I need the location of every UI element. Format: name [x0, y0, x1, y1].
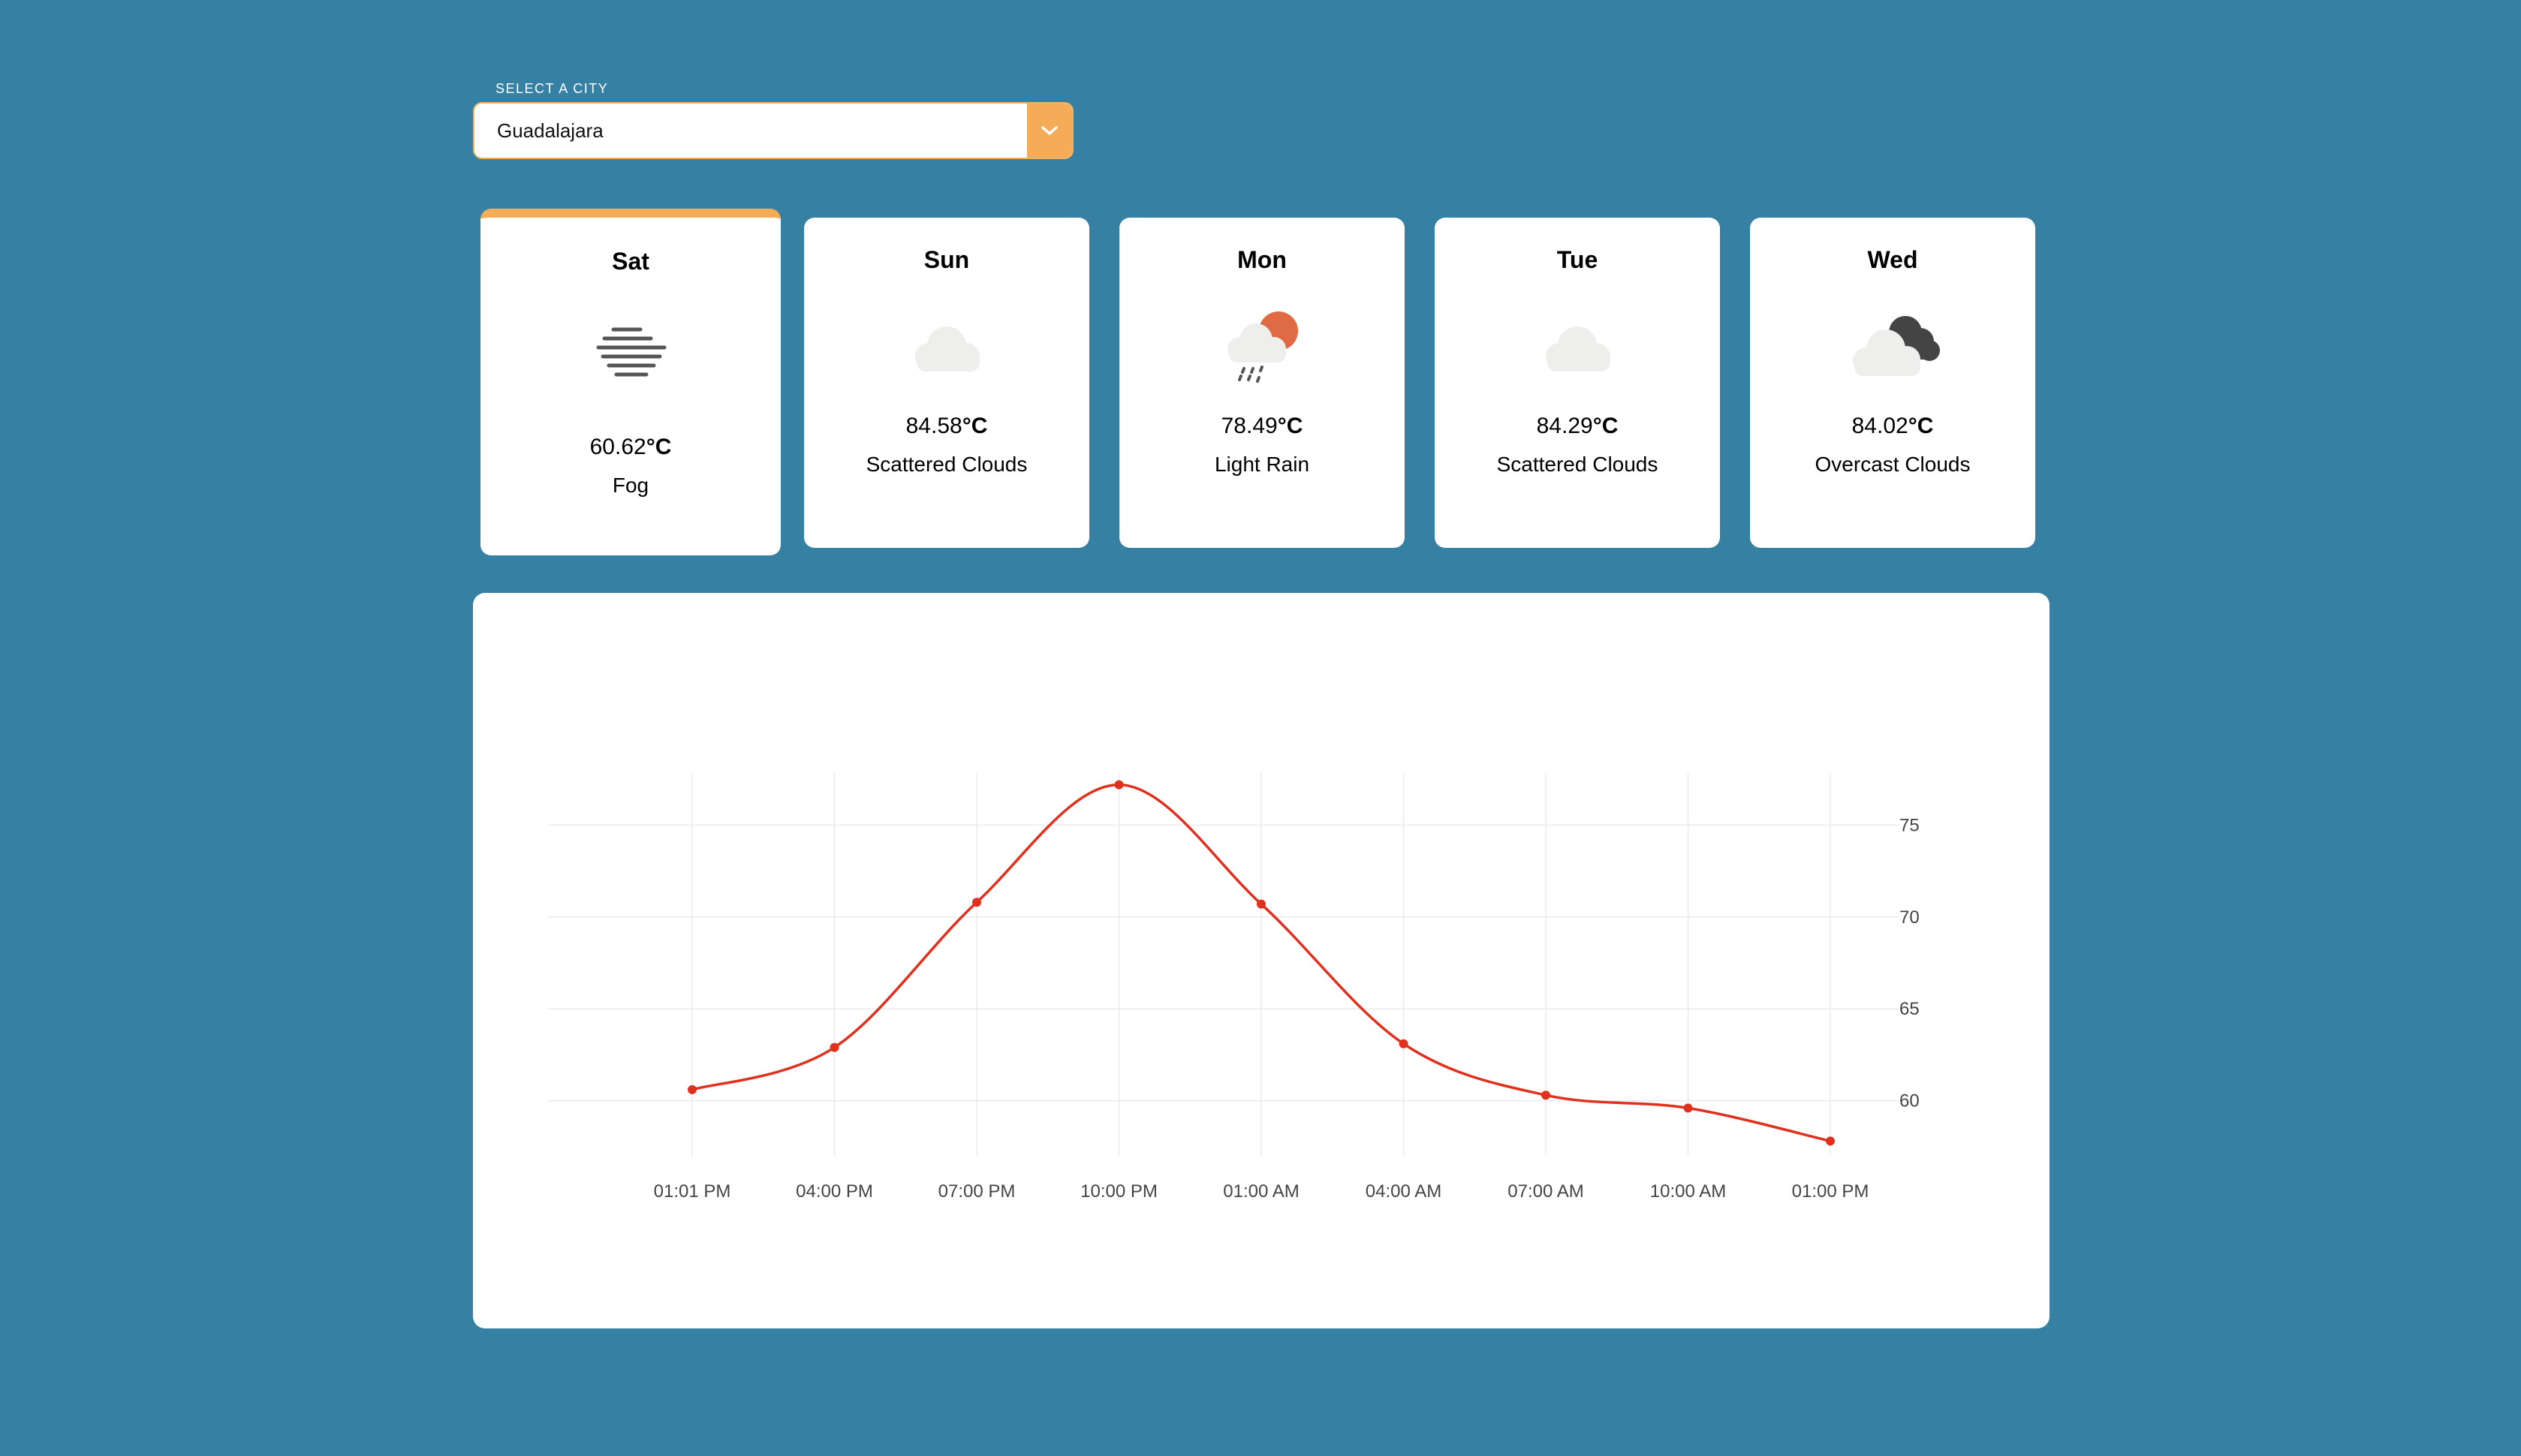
forecast-temp: 84.58°C — [905, 414, 988, 438]
overcast-cloud-icon — [1853, 316, 1940, 376]
fog-icon — [596, 327, 667, 377]
cloud-icon — [1546, 326, 1610, 372]
x-tick-label: 01:00 PM — [1792, 1181, 1869, 1202]
y-tick-label: 60 — [1899, 1091, 1920, 1112]
x-tick-label: 10:00 PM — [1080, 1181, 1158, 1202]
city-dropdown[interactable]: Guadalajara — [473, 102, 1074, 159]
data-point[interactable] — [1541, 1090, 1550, 1100]
forecast-card-wed[interactable]: Wed 84.02°C Overcast Clouds — [1750, 218, 2035, 548]
x-tick-label: 04:00 PM — [796, 1181, 873, 1202]
forecast-day: Sat — [612, 248, 649, 275]
forecast-temp: 84.02°C — [1851, 414, 1934, 438]
x-tick-label: 07:00 PM — [938, 1181, 1016, 1202]
cloud-icon — [915, 326, 980, 372]
data-point[interactable] — [1826, 1136, 1835, 1146]
forecast-temp: 84.29°C — [1536, 414, 1619, 438]
y-tick-label: 65 — [1899, 999, 1920, 1019]
forecast-card-tue[interactable]: Tue 84.29°C Scattered Clouds — [1435, 218, 1720, 548]
forecast-description: Scattered Clouds — [1496, 453, 1658, 476]
city-dropdown-value: Guadalajara — [497, 119, 604, 142]
forecast-description: Light Rain — [1214, 453, 1310, 476]
data-point[interactable] — [972, 898, 981, 907]
x-tick-label: 07:00 AM — [1507, 1181, 1583, 1202]
city-select: Select a city Guadalajara — [473, 81, 1074, 159]
temperature-line-chart: 01:01 PM 04:00 PM 07:00 PM 10:00 PM 01:00 AM… — [548, 773, 1920, 1202]
data-point[interactable] — [688, 1084, 697, 1094]
temperature-chart-panel: 01:01 PM 04:00 PM 07:00 PM 10:00 PM 01:00 AM… — [473, 593, 2050, 1328]
forecast-day: Sun — [923, 246, 970, 273]
forecast-temp: 60.62°C — [589, 435, 672, 459]
data-point[interactable] — [1114, 780, 1124, 790]
x-tick-label: 01:00 AM — [1223, 1181, 1299, 1202]
y-tick-label: 75 — [1899, 815, 1920, 835]
data-point[interactable] — [1257, 899, 1266, 909]
forecast-description: Fog — [612, 474, 649, 497]
forecast-card-mon[interactable]: Mon 78.49°C Light Rain — [1119, 218, 1405, 548]
forecast-day: Tue — [1556, 246, 1598, 273]
forecast-description: Scattered Clouds — [866, 453, 1028, 476]
data-point[interactable] — [1399, 1039, 1408, 1048]
forecast-card-sat[interactable]: Sat 60.62°C Fog — [480, 209, 781, 555]
forecast-card-sun[interactable]: Sun 84.58°C Scattered Clouds — [804, 218, 1089, 548]
forecast-description: Overcast Clouds — [1815, 453, 1971, 476]
x-tick-label: 04:00 AM — [1366, 1181, 1441, 1202]
forecast-day: Mon — [1237, 246, 1287, 273]
city-select-label: Select a city — [495, 81, 609, 96]
data-point[interactable] — [830, 1042, 839, 1052]
x-tick-label: 10:00 AM — [1650, 1181, 1726, 1202]
sun-rain-cloud-icon — [1227, 311, 1298, 383]
chevron-down-icon[interactable] — [1027, 104, 1072, 158]
y-tick-label: 70 — [1899, 907, 1920, 928]
x-tick-label: 01:01 PM — [654, 1181, 731, 1202]
temperature-series-line — [691, 783, 1831, 1143]
data-point[interactable] — [1683, 1103, 1693, 1113]
forecast-day: Wed — [1867, 246, 1918, 273]
forecast-temp: 78.49°C — [1221, 414, 1303, 438]
